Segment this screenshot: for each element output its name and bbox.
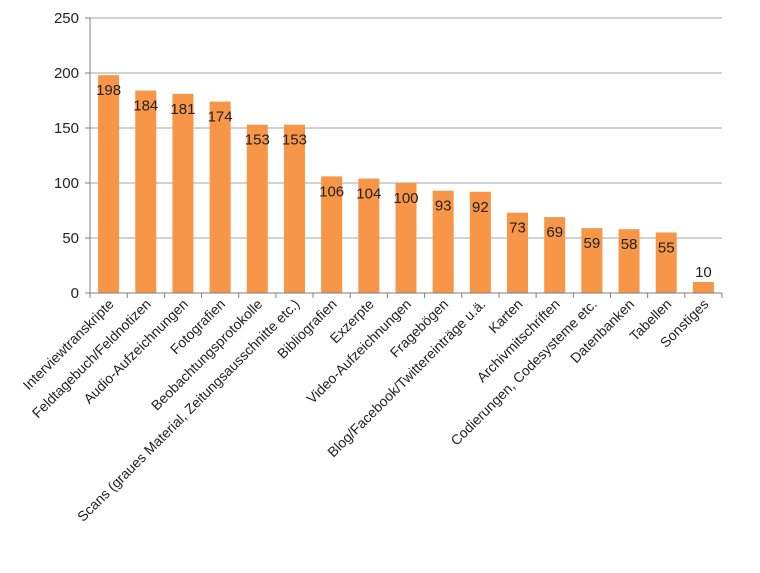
axes [85, 17, 723, 298]
bar [469, 191, 491, 293]
y-tick-label: 150 [54, 120, 79, 137]
data-label: 58 [621, 236, 638, 253]
bar [358, 178, 380, 293]
y-axis-tick-labels: 0 50 100 150 200 250 [54, 10, 79, 302]
data-label: 198 [96, 82, 121, 99]
data-label: 92 [472, 199, 489, 216]
data-label: 69 [546, 224, 563, 241]
bar [655, 232, 677, 293]
bar [135, 90, 157, 293]
data-label: 174 [208, 109, 233, 126]
bar [395, 183, 417, 293]
data-label: 153 [245, 132, 270, 149]
data-label: 100 [393, 190, 418, 207]
category-labels: InterviewtranskripteFeldtagebuch/Feldnot… [20, 296, 712, 525]
data-label: 59 [584, 235, 601, 252]
data-label: 10 [695, 264, 712, 281]
data-label: 106 [319, 183, 344, 200]
y-tick-label: 0 [71, 285, 79, 302]
y-tick-label: 50 [62, 230, 79, 247]
data-label: 184 [133, 98, 158, 115]
gridlines [90, 17, 722, 239]
data-label: 153 [282, 132, 307, 149]
data-labels: 198 184 181 174 153 153 106 104 100 93 92 73 69 59 58 5… [96, 82, 712, 281]
bar [98, 75, 120, 293]
bar [321, 176, 343, 293]
y-tick-label: 250 [54, 10, 79, 27]
bar [172, 93, 194, 294]
data-label: 104 [356, 186, 381, 203]
data-label: 73 [509, 220, 526, 237]
y-tick-label: 200 [54, 65, 79, 82]
y-tick-label: 100 [54, 175, 79, 192]
bar [283, 124, 305, 293]
bar [246, 124, 268, 293]
data-label: 93 [435, 198, 452, 215]
bar [692, 282, 714, 293]
bar [507, 212, 529, 293]
data-label: 181 [170, 101, 195, 118]
data-label: 55 [658, 240, 675, 257]
bar [209, 101, 231, 293]
bar [581, 228, 603, 293]
bar [432, 190, 454, 293]
bar [618, 229, 640, 293]
bar [544, 217, 566, 293]
bars [98, 75, 714, 294]
